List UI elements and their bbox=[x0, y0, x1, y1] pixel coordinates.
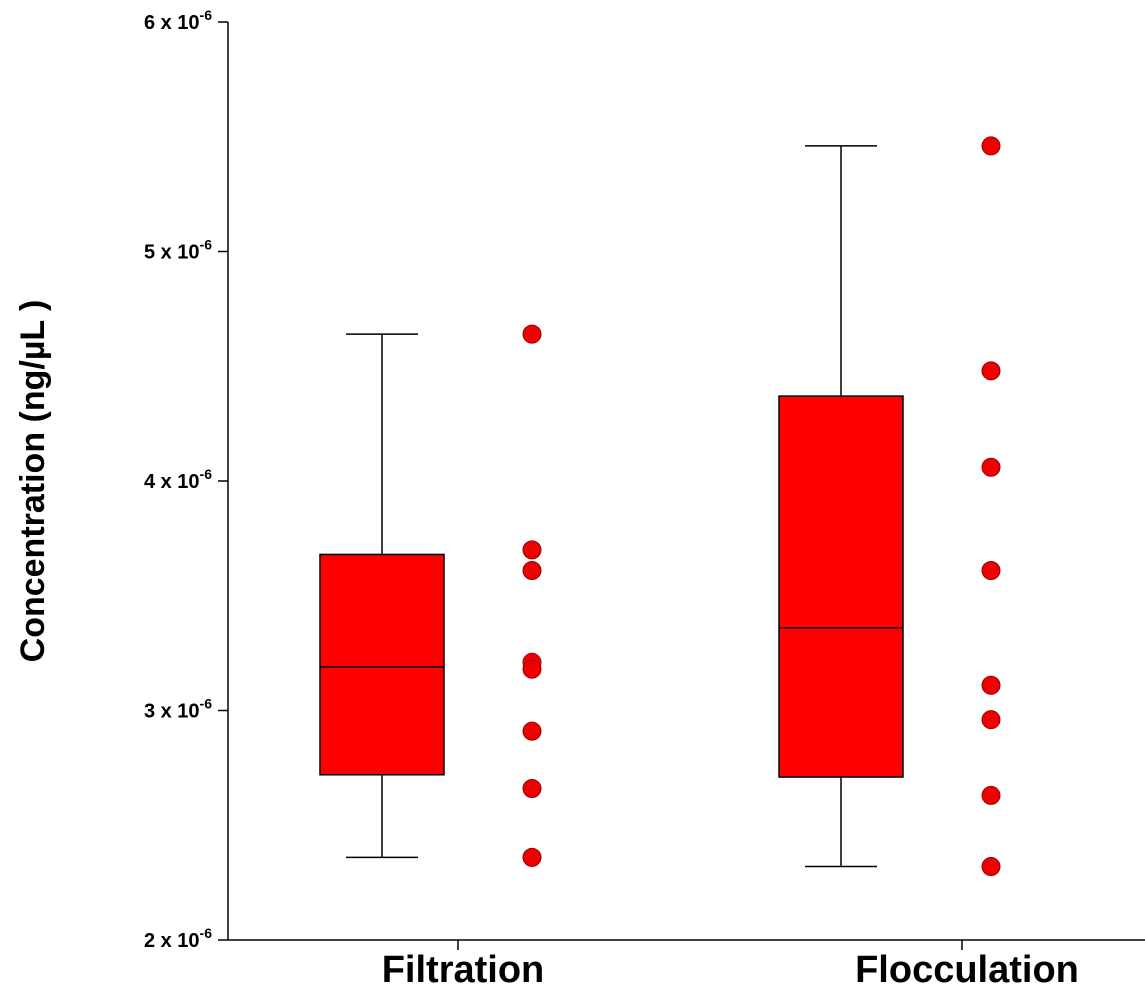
y-tick-label: 2 x 10-6 bbox=[144, 925, 212, 952]
x-category-label: Filtration bbox=[382, 949, 545, 984]
y-axis-title: Concentration (ng/µL ) bbox=[14, 300, 52, 663]
box-group-flocculation bbox=[778, 136, 1001, 877]
box-iqr bbox=[778, 395, 904, 778]
data-point bbox=[981, 136, 1001, 156]
data-point bbox=[981, 857, 1001, 877]
data-point bbox=[981, 457, 1001, 477]
data-point bbox=[522, 659, 542, 679]
data-point bbox=[981, 710, 1001, 730]
box-group-filtration bbox=[319, 324, 542, 867]
data-point bbox=[981, 561, 1001, 581]
data-point bbox=[981, 361, 1001, 381]
boxes bbox=[319, 136, 1001, 877]
y-tick-label: 4 x 10-6 bbox=[144, 466, 212, 493]
y-tick-label: 5 x 10-6 bbox=[144, 237, 212, 264]
data-point bbox=[522, 324, 542, 344]
data-point bbox=[522, 721, 542, 741]
data-point bbox=[981, 785, 1001, 805]
data-point bbox=[522, 540, 542, 560]
x-categories: Filtration Flocculation bbox=[382, 940, 1079, 984]
y-tick-label: 3 x 10-6 bbox=[144, 696, 212, 723]
y-ticks: 2 x 10-6 3 x 10-6 4 x 10-6 5 x 10-6 6 x 10-6 bbox=[144, 7, 228, 952]
box-iqr bbox=[319, 553, 445, 776]
data-point bbox=[522, 779, 542, 799]
data-point bbox=[522, 561, 542, 581]
y-tick-label: 6 x 10-6 bbox=[144, 7, 212, 34]
x-category-label: Flocculation bbox=[855, 949, 1079, 984]
data-point bbox=[981, 675, 1001, 695]
data-point bbox=[522, 847, 542, 867]
